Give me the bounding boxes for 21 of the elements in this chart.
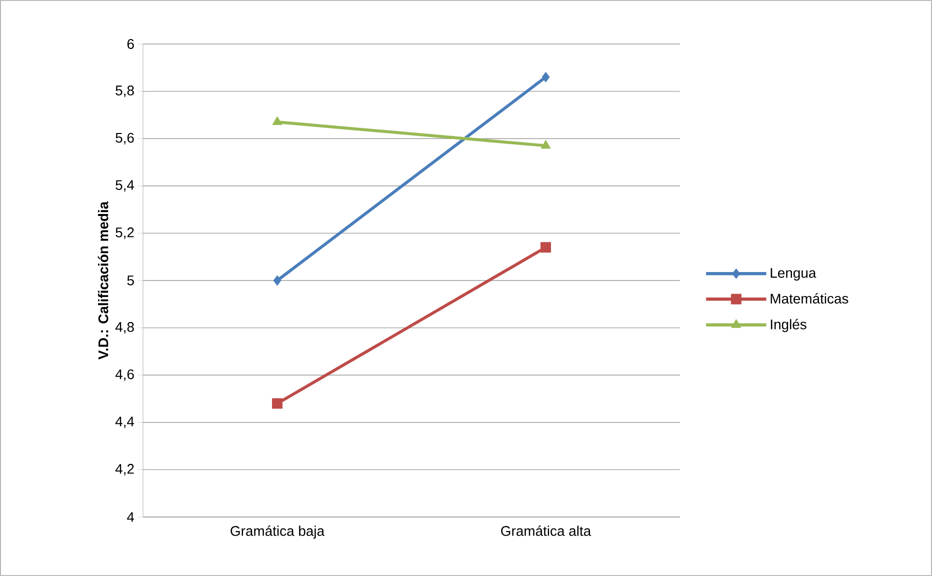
y-tick-label: 4,2 [115, 464, 134, 476]
point [542, 72, 550, 82]
x-tick-label: Gramática baja [230, 526, 325, 539]
y-tick-label: 4,6 [115, 369, 134, 381]
y-tick-label: 4,4 [115, 416, 134, 428]
y-tick-label: 5,8 [116, 86, 134, 98]
point [273, 275, 282, 286]
x-tick-label: Gramática alta [501, 526, 592, 536]
y-tick-label: 4,8 [115, 322, 134, 334]
y-tick-label: 4 [127, 512, 134, 522]
y-tick-label: 5,6 [116, 132, 134, 144]
y-tick-label: 5,2 [116, 227, 134, 239]
y-tick-label: 5 [127, 276, 134, 286]
legend-label: Inglés [770, 318, 806, 332]
point [540, 242, 552, 253]
legend-label: Matemáticas [770, 293, 848, 304]
legend-label: Lengua [770, 268, 816, 281]
point [272, 398, 283, 409]
y-tick-label: 5,4 [116, 180, 134, 192]
y-tick-label: 6 [127, 39, 134, 49]
y-axis-title: V.D.: Calificación media [98, 201, 108, 360]
